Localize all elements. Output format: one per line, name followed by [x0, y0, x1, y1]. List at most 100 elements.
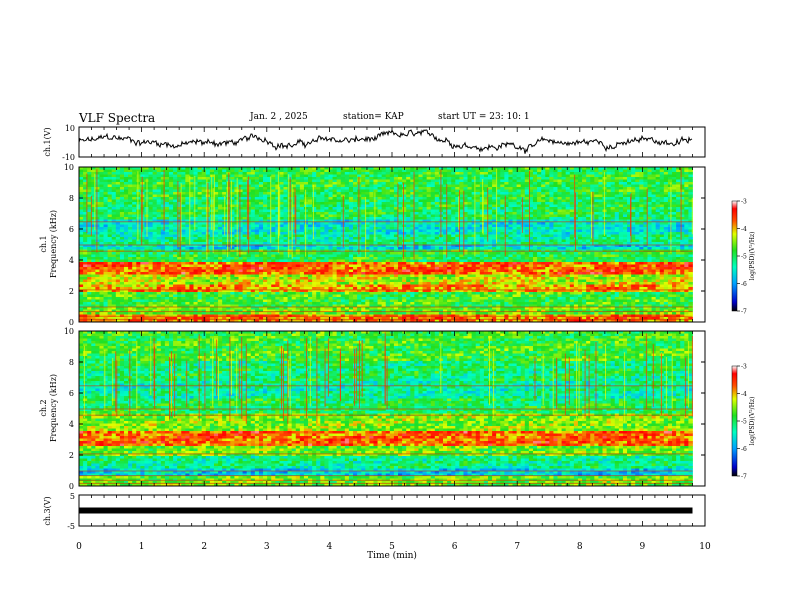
spectrogram-cell	[95, 229, 100, 233]
spectrogram-cell	[103, 182, 109, 185]
spectrogram-cell	[377, 209, 383, 213]
spectrogram-cell	[197, 179, 203, 183]
spectrogram-cell	[238, 189, 243, 193]
spectrogram-cell	[316, 197, 321, 200]
spectrogram-cell	[361, 234, 366, 238]
spectrogram-cell	[561, 217, 567, 220]
spectrogram-cell	[577, 182, 583, 185]
spectrogram-cell	[463, 192, 468, 195]
spectrogram-cell	[532, 224, 538, 228]
spectrogram-cell	[91, 179, 96, 183]
spectrogram-cell	[582, 187, 587, 190]
spectrogram-cell	[316, 237, 321, 240]
spectrogram-cell	[667, 239, 673, 243]
spectrogram-cell	[483, 187, 489, 190]
spectrogram-cell	[528, 227, 534, 230]
spectrogram-cell	[160, 222, 166, 225]
spectrogram-cell	[344, 184, 350, 188]
spectrogram-cell	[238, 219, 243, 223]
spectrogram-cell	[631, 219, 636, 223]
spectrogram-cell	[520, 194, 526, 198]
spectrogram-cell	[279, 177, 284, 180]
spectrogram-cell	[95, 172, 100, 175]
spectrogram-cell	[434, 169, 440, 173]
spectrogram-cell	[455, 247, 460, 250]
spectrogram-cell	[246, 174, 252, 178]
spectrogram-cell	[79, 237, 84, 240]
spectrogram-cell	[177, 224, 182, 228]
spectrogram-cell	[504, 232, 509, 235]
spectrogram-cell	[475, 237, 481, 240]
spectrogram-cell	[87, 222, 92, 225]
spectrogram-cell	[79, 209, 84, 213]
spectrogram-cell	[483, 192, 489, 195]
spectrogram-cell	[496, 222, 501, 225]
spectrogram-cell	[418, 167, 423, 170]
spectrogram-cell	[189, 224, 194, 228]
spectrogram-cell	[483, 237, 489, 240]
spectrogram-cell	[332, 229, 338, 233]
spectrogram-cell	[663, 227, 669, 230]
spectrogram-cell	[320, 244, 325, 248]
spectrogram-cell	[647, 192, 652, 195]
spectrogram-cell	[688, 204, 693, 208]
spectrogram-cell	[119, 174, 125, 178]
spectrogram-cell	[271, 204, 276, 208]
spectrogram-cell	[545, 192, 550, 195]
spectrogram-cell	[557, 204, 562, 208]
spectrogram-cell	[680, 247, 685, 250]
spectrogram-cell	[545, 179, 550, 183]
spectrogram-cell	[83, 204, 88, 208]
spectrogram-cell	[618, 224, 624, 228]
spectrogram-cell	[676, 204, 681, 208]
spectrogram-cell	[643, 227, 648, 230]
spectrogram-cell	[516, 239, 522, 243]
spectrogram-cell	[422, 177, 428, 180]
spectrogram-cell	[500, 214, 505, 218]
spectrogram-cell	[242, 184, 248, 188]
spectrogram-cell	[144, 237, 149, 240]
spectrogram-cell	[402, 192, 407, 195]
spectrogram-cell	[647, 179, 652, 183]
spectrogram-cell	[115, 182, 121, 185]
spectrogram-cell	[283, 239, 288, 243]
spectrogram-cell	[291, 224, 297, 228]
spectrogram-cell	[496, 192, 501, 195]
spectrogram-cell	[250, 172, 256, 175]
spectrogram-cell	[160, 244, 166, 248]
spectrogram-cell	[353, 177, 358, 180]
spectrogram-cell	[91, 207, 96, 210]
spectrogram-cell	[123, 197, 129, 200]
spectrogram-cell	[443, 169, 448, 173]
spectrogram-cell	[680, 229, 685, 233]
spectrogram-cell	[320, 227, 325, 230]
spectrogram-cell	[308, 214, 313, 218]
spectrogram-cell	[389, 229, 395, 233]
spectrogram-cell	[189, 214, 194, 218]
spectrogram-cell	[279, 247, 284, 250]
spectrogram-cell	[569, 234, 575, 238]
spectrogram-cell	[618, 237, 624, 240]
spectrogram-cell	[136, 227, 141, 230]
spectrogram-cell	[430, 192, 436, 195]
spectrogram-cell	[471, 189, 477, 193]
spectrogram-cell	[328, 182, 333, 185]
spectrogram-cell	[573, 202, 579, 205]
spectrogram-cell	[479, 237, 485, 240]
spectrogram-cell	[557, 222, 562, 225]
spectrogram-cell	[152, 174, 158, 178]
spectrogram-cell	[504, 209, 509, 213]
spectrogram-cell	[119, 167, 125, 170]
spectrogram-cell	[119, 169, 125, 173]
spectrogram-cell	[672, 212, 677, 215]
spectrogram-cell	[667, 209, 673, 213]
spectrogram-cell	[250, 224, 256, 228]
spectrogram-cell	[324, 202, 329, 205]
spectrogram-cell	[254, 207, 260, 210]
spectrogram-cell	[238, 234, 243, 238]
spectrogram-cell	[320, 179, 325, 183]
spectrogram-cell	[639, 242, 644, 245]
spectrogram-cell	[508, 214, 513, 218]
spectrogram-cell	[410, 202, 415, 205]
spectrogram-cell	[684, 169, 689, 173]
